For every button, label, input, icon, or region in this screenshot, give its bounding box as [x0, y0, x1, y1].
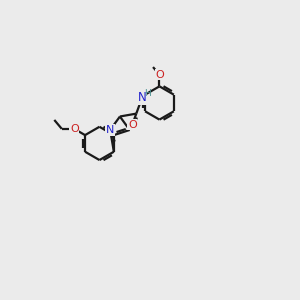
- Text: O: O: [70, 124, 79, 134]
- Text: N: N: [106, 125, 114, 135]
- Text: O: O: [155, 70, 164, 80]
- Text: H: H: [144, 89, 150, 98]
- Text: O: O: [128, 120, 137, 130]
- Text: N: N: [138, 92, 146, 104]
